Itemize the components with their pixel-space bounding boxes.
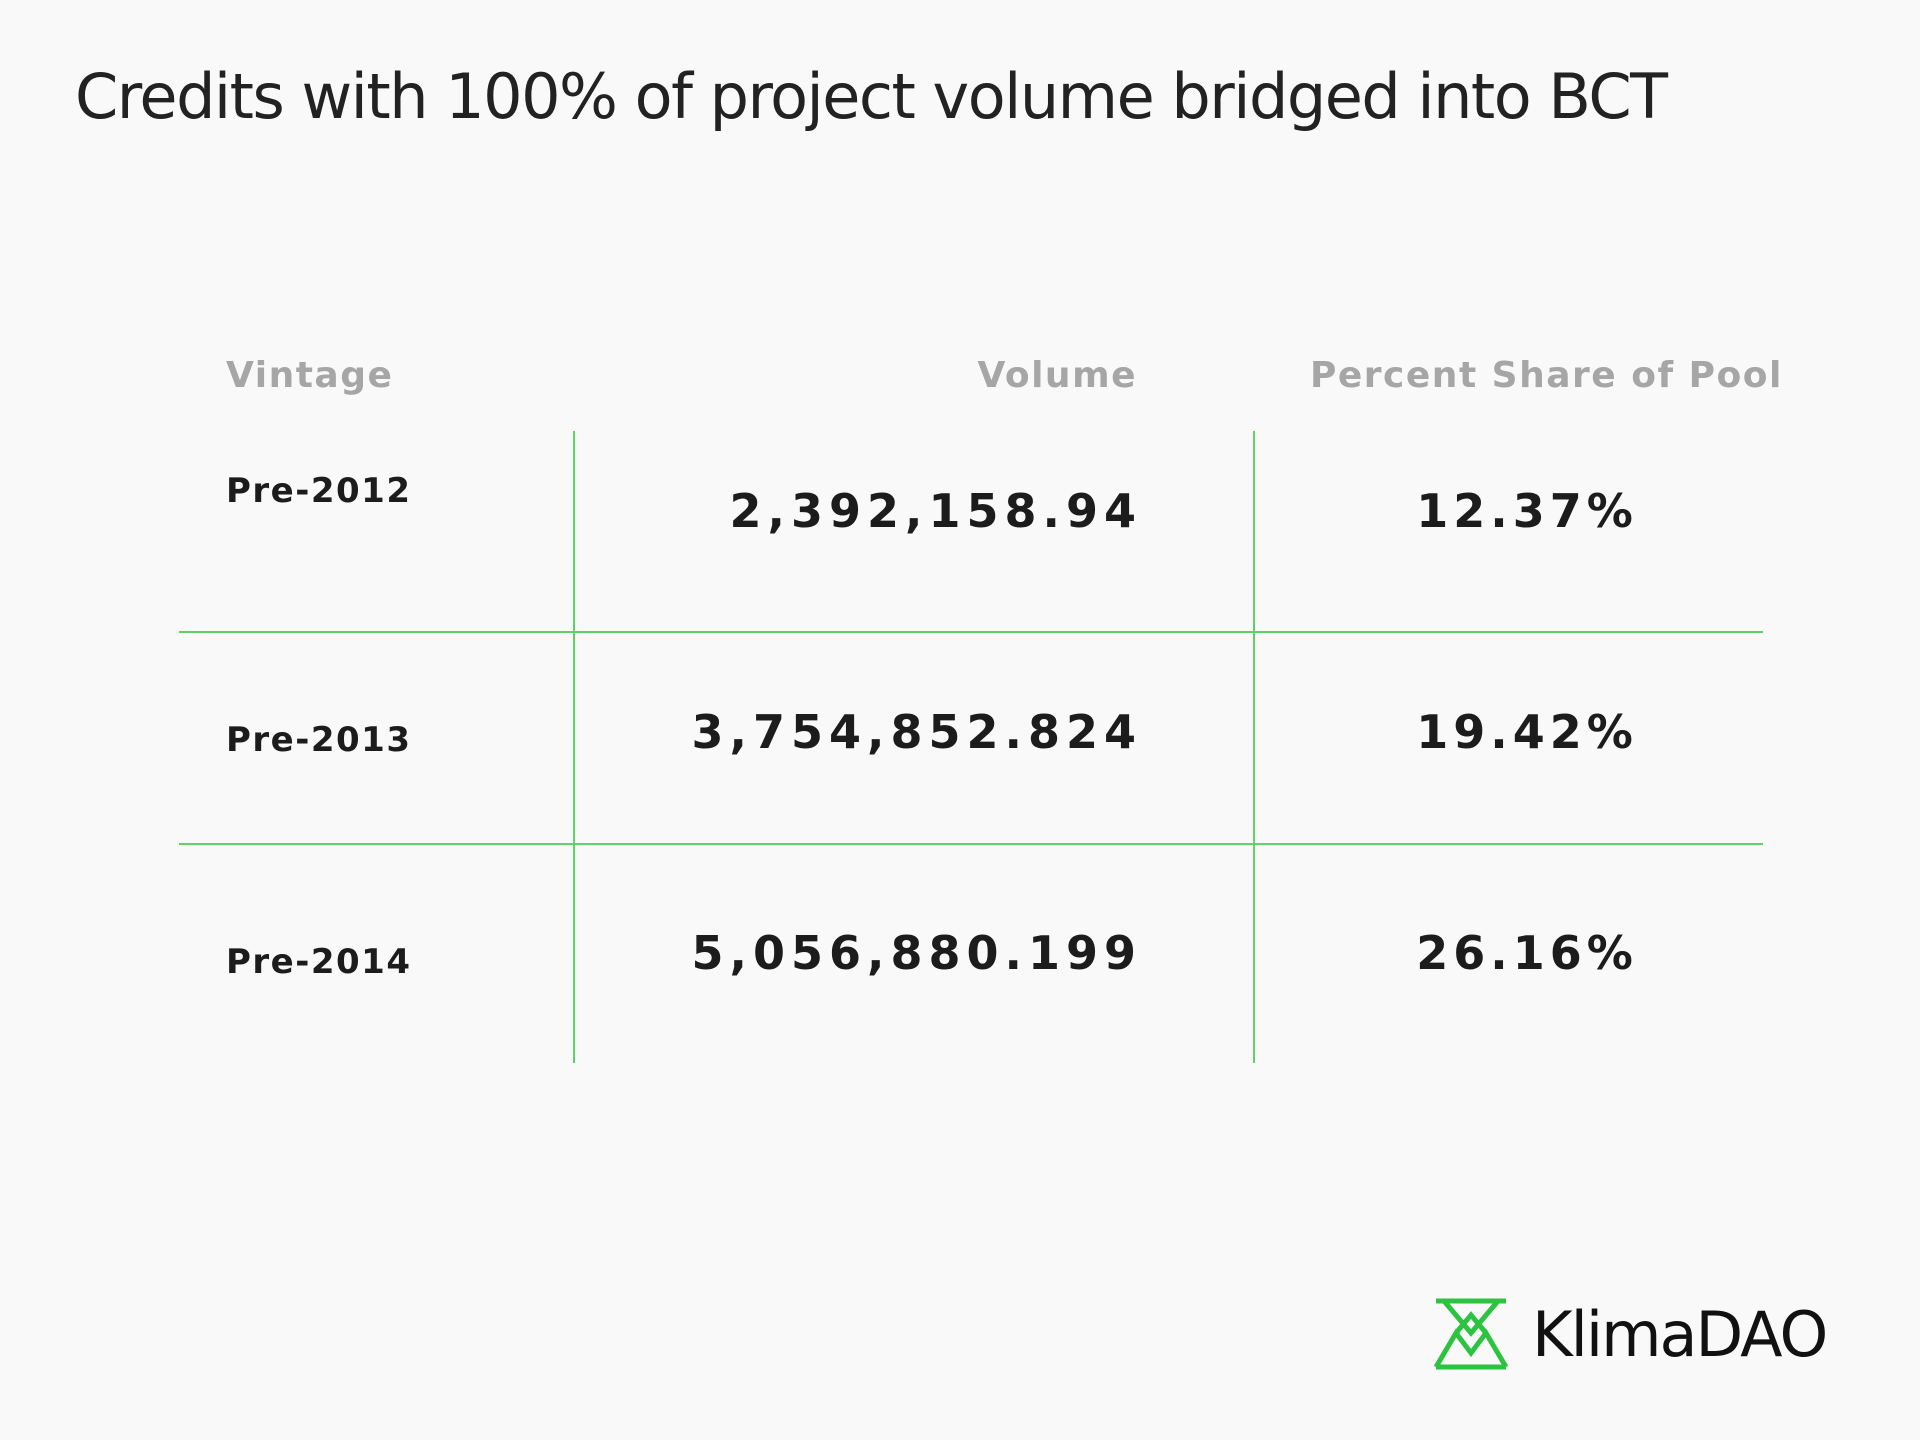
grid-line-vertical	[1253, 431, 1255, 1063]
klimadao-logo: KlimaDAO	[1432, 1294, 1828, 1374]
table-cell-vintage: Pre-2012	[226, 471, 412, 511]
table-cell-share: 26.16%	[1416, 926, 1638, 980]
column-header-volume: Volume	[977, 355, 1137, 396]
table-cell-volume: 5,056,880.199	[691, 926, 1142, 980]
table-cell-share: 19.42%	[1416, 705, 1638, 759]
grid-line-vertical	[573, 431, 575, 1063]
column-header-share: Percent Share of Pool	[1310, 355, 1783, 396]
column-header-vintage: Vintage	[226, 355, 394, 396]
brand-name: KlimaDAO	[1532, 1297, 1828, 1371]
grid-line-horizontal	[179, 843, 1763, 845]
table-cell-vintage: Pre-2014	[226, 942, 412, 982]
grid-line-horizontal	[179, 631, 1763, 633]
table-cell-share: 12.37%	[1416, 484, 1638, 538]
table-cell-vintage: Pre-2013	[226, 720, 412, 760]
table-cell-volume: 3,754,852.824	[691, 705, 1142, 759]
klimadao-logo-icon	[1433, 1298, 1509, 1370]
chart-title: Credits with 100% of project volume brid…	[75, 60, 1668, 133]
table-cell-volume: 2,392,158.94	[729, 484, 1142, 538]
